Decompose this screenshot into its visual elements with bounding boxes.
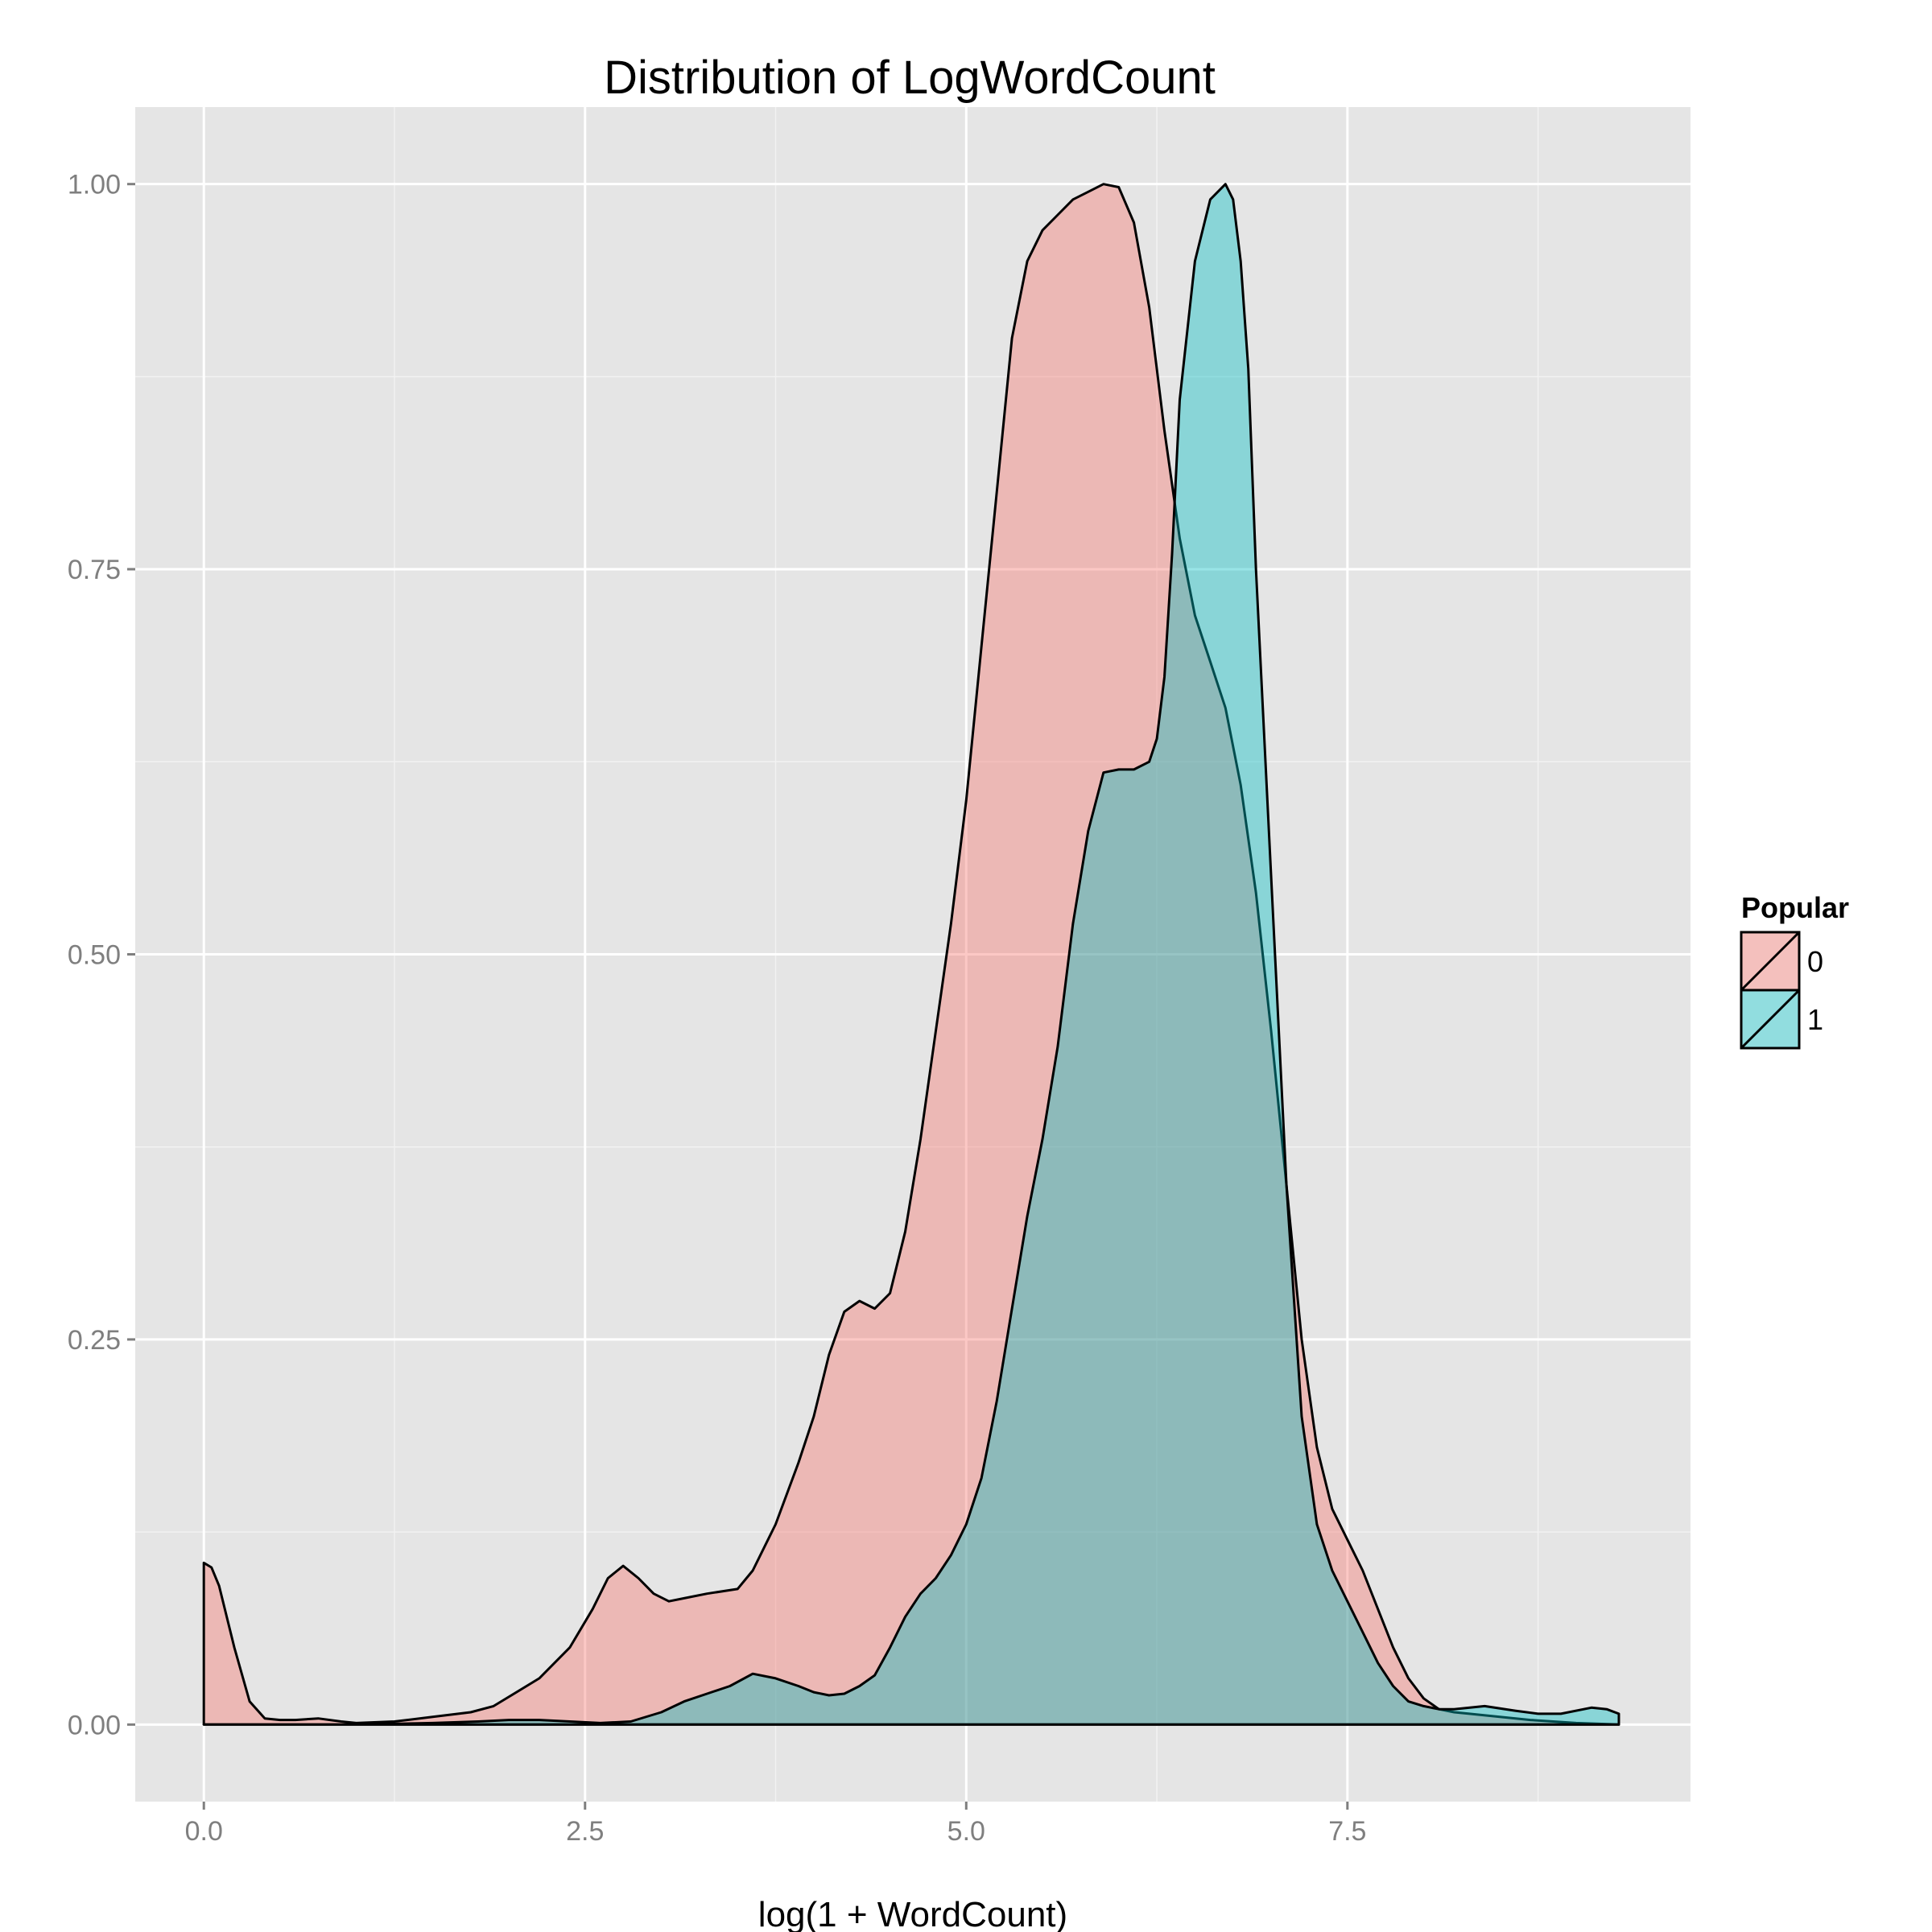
y-tick-label: 0.50: [68, 940, 121, 971]
legend-title: Popular: [1741, 891, 1849, 924]
axes: 0.0 2.5 5.0 7.5 0.00 0.25 0.50 0.75 1.00: [68, 170, 1367, 1847]
y-tick-label: 0.25: [68, 1325, 121, 1356]
legend-key-slash: [1740, 931, 1801, 992]
legend-items: 01: [1740, 931, 1823, 1050]
density-areas: [202, 183, 1620, 1726]
x-tick-label: 5.0: [947, 1816, 985, 1847]
x-tick-label: 0.0: [185, 1816, 223, 1847]
x-axis-title: log(1 + WordCount): [758, 1895, 1067, 1932]
chart-title: Distribution of LogWordCount: [604, 52, 1216, 104]
legend: Popular 01: [1740, 891, 1849, 1050]
legend-key-slash: [1740, 989, 1801, 1050]
legend-label-1: 1: [1807, 1003, 1823, 1036]
y-tick-label: 0.00: [68, 1710, 121, 1740]
legend-label-0: 0: [1807, 945, 1823, 978]
x-tick-label: 7.5: [1328, 1816, 1366, 1847]
y-tick-label: 0.75: [68, 555, 121, 585]
grid-lines: [135, 107, 1690, 1802]
x-tick-label: 2.5: [566, 1816, 604, 1847]
y-tick-label: 1.00: [68, 170, 121, 200]
density-area-popular-1: [202, 183, 1620, 1726]
density-area-popular-0: [202, 183, 1620, 1726]
